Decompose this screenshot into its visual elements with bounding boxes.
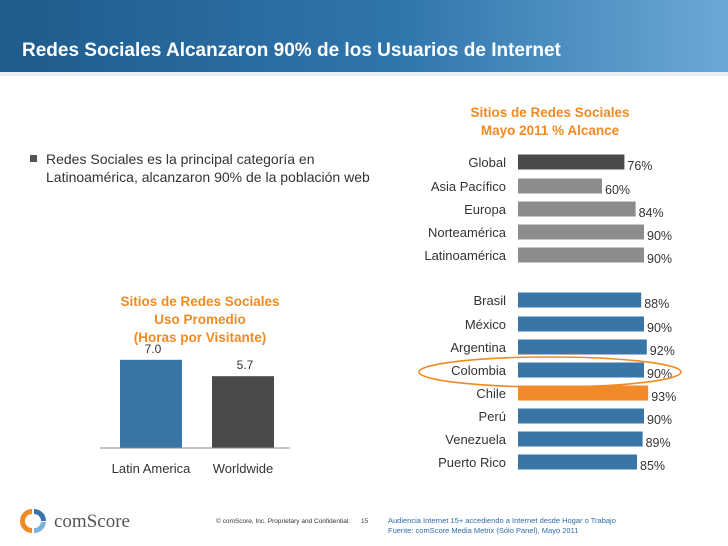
reach-bar-puerto-rico <box>518 454 637 470</box>
reach-value-label-global: 76% <box>627 159 652 173</box>
highlight-ellipse <box>418 356 682 388</box>
reach-value-label-argentina: 92% <box>650 344 675 358</box>
reach-bar-chile <box>518 385 649 401</box>
comscore-logo-mark-icon <box>20 509 46 534</box>
footer-note-line-1: Audiencia Internet 15+ accediendo a Inte… <box>388 516 616 525</box>
reach-value-label-peru: 90% <box>647 413 672 427</box>
reach-category-label-global: Global <box>468 155 506 170</box>
reach-category-label-venezuela: Venezuela <box>445 432 506 447</box>
reach-category-label-norteamerica: Norteamérica <box>428 225 507 240</box>
reach-value-label-chile: 93% <box>651 390 676 404</box>
reach-bar-asia-pacifico <box>518 178 602 194</box>
reach-category-label-argentina: Argentina <box>450 340 506 355</box>
reach-bar-colombia <box>518 362 644 378</box>
header-bar: Redes Sociales Alcanzaron 90% de los Usu… <box>0 0 728 72</box>
reach-value-label-mexico: 90% <box>647 321 672 335</box>
usage-category-label-latin-america: Latin America <box>112 461 192 476</box>
reach-value-label-venezuela: 89% <box>646 436 671 450</box>
header-divider <box>0 72 728 76</box>
usage-chart-title-line-1: Sitios de Redes Sociales <box>120 294 280 309</box>
reach-bar-latinoamerica <box>518 247 644 263</box>
reach-category-label-colombia: Colombia <box>451 363 507 378</box>
reach-category-label-puerto-rico: Puerto Rico <box>438 455 506 470</box>
reach-bar-norteamerica <box>518 224 644 240</box>
reach-category-label-brasil: Brasil <box>473 293 506 308</box>
usage-chart-title: Sitios de Redes Sociales Uso Promedio (H… <box>100 293 300 347</box>
usage-category-label-worldwide: Worldwide <box>213 461 273 476</box>
usage-chart-title-line-3: (Horas por Visitante) <box>133 330 267 345</box>
usage-bar-worldwide <box>212 376 274 448</box>
reach-value-label-latinoamerica: 90% <box>647 252 672 266</box>
footer-page-number: 15 <box>361 518 369 525</box>
bullet-point: Redes Sociales es la principal categoría… <box>30 150 380 186</box>
reach-chart-title: Sitios de Redes Sociales Mayo 2011 % Alc… <box>450 104 650 140</box>
reach-chart-title-line-2: Mayo 2011 % Alcance <box>480 123 620 138</box>
reach-category-label-chile: Chile <box>476 386 506 401</box>
bullet-text: Redes Sociales es la principal categoría… <box>46 151 370 185</box>
reach-value-label-europa: 84% <box>639 206 664 220</box>
reach-chart-title-line-1: Sitios de Redes Sociales <box>470 105 630 120</box>
reach-bar-global <box>518 154 625 170</box>
reach-value-label-asia-pacifico: 60% <box>605 183 630 197</box>
reach-value-label-colombia: 90% <box>647 367 672 381</box>
usage-value-label-worldwide: 5.7 <box>237 358 254 372</box>
reach-category-label-asia-pacifico: Asia Pacífico <box>431 179 506 194</box>
reach-category-label-peru: Perú <box>479 409 506 424</box>
footer-note: Audiencia Internet 15+ accediendo a Inte… <box>388 516 616 536</box>
reach-category-label-europa: Europa <box>464 202 507 217</box>
reach-bar-argentina <box>518 339 647 355</box>
comscore-logo-text: comScore <box>54 511 130 532</box>
bullet-square-icon <box>30 155 37 162</box>
reach-bar-mexico <box>518 316 644 332</box>
usage-chart-title-line-2: Uso Promedio <box>154 312 246 327</box>
reach-bar-venezuela <box>518 431 643 447</box>
usage-bar-latin-america <box>120 359 182 448</box>
reach-bar-brasil <box>518 292 642 308</box>
reach-bar-peru <box>518 408 644 424</box>
reach-value-label-brasil: 88% <box>644 297 669 311</box>
reach-value-label-norteamerica: 90% <box>647 229 672 243</box>
reach-bar-europa <box>518 201 636 217</box>
reach-category-label-mexico: México <box>465 317 506 332</box>
comscore-logo: comScore <box>20 506 180 536</box>
reach-category-label-latinoamerica: Latinoamérica <box>424 248 506 263</box>
footer-note-line-2: Fuente: comScore Media Metrix (Sólo Pane… <box>388 526 579 535</box>
usage-value-label-latin-america: 7.0 <box>145 342 162 356</box>
footer-copyright: © comScore, Inc. Proprietary and Confide… <box>216 518 351 525</box>
page-title: Redes Sociales Alcanzaron 90% de los Usu… <box>22 40 561 61</box>
reach-value-label-puerto-rico: 85% <box>640 459 665 473</box>
